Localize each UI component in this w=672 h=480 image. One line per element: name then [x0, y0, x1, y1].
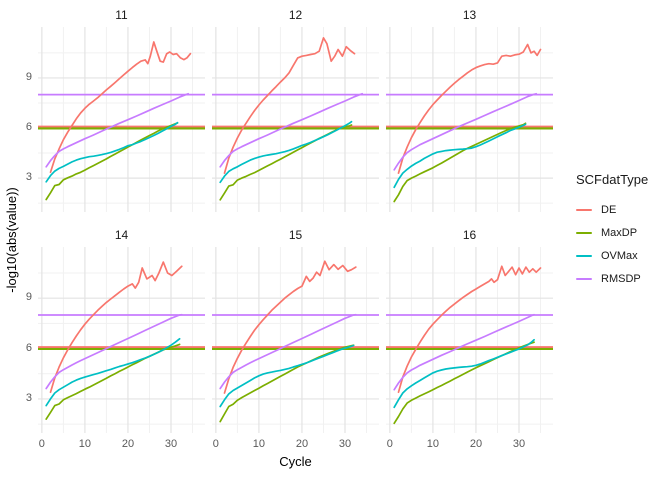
series-line-de	[397, 265, 542, 394]
facet-panel-12	[212, 27, 379, 212]
x-tick-label: 20	[121, 438, 135, 450]
y-tick-label: 9	[25, 291, 32, 304]
series-line-maxdp	[45, 122, 179, 201]
legend-item-de: DE	[576, 198, 672, 221]
x-tick-label: 20	[295, 438, 309, 450]
x-tick-label: 10	[426, 438, 440, 450]
series-line-ovmax	[45, 337, 181, 407]
legend-key-line-rmsdp	[576, 277, 592, 280]
legend-item-rmsdp: RMSDP	[576, 267, 672, 290]
facet-panel-11	[38, 27, 205, 212]
series-line-maxdp	[219, 344, 355, 423]
x-tick-label: 30	[512, 438, 526, 450]
facet-panel-14	[38, 247, 205, 433]
legend-item-ovmax: OVMax	[576, 244, 672, 267]
facet-label-11: 11	[115, 8, 128, 22]
series-line-ovmax	[393, 123, 527, 189]
legend-key-line-de	[576, 208, 592, 211]
x-tick-label: 0	[212, 438, 219, 450]
legend-key-line-maxdp	[576, 231, 592, 234]
series-line-de	[397, 43, 542, 174]
legend-label-de: DE	[601, 203, 617, 216]
facet-label-16: 16	[462, 228, 477, 242]
series-line-maxdp	[45, 343, 181, 420]
series-line-ovmax	[219, 120, 353, 184]
x-tick-label: 10	[252, 438, 266, 450]
series-line-de	[49, 261, 183, 394]
facet-label-14: 14	[114, 228, 129, 242]
series-line-de	[49, 41, 192, 174]
series-line-rmsdp	[219, 92, 364, 168]
series-line-ovmax	[45, 121, 179, 183]
series-line-de	[223, 37, 356, 174]
facet-label-13: 13	[462, 8, 477, 22]
y-axis-title: -log10(abs(value))	[4, 187, 19, 293]
facet-label-15: 15	[288, 228, 303, 242]
legend-item-maxdp: MaxDP	[576, 221, 672, 244]
legend-title: SCFdatType	[576, 172, 649, 187]
series-line-ovmax	[219, 344, 355, 408]
legend-key-line-ovmax	[576, 254, 592, 257]
facet-panel-15	[212, 247, 379, 433]
series-line-rmsdp	[219, 313, 357, 390]
x-tick-label: 0	[386, 438, 393, 450]
x-tick-label: 0	[38, 438, 45, 450]
series-line-rmsdp	[45, 313, 183, 390]
y-tick-label: 6	[25, 121, 32, 133]
legend-label-ovmax: OVMax	[601, 249, 638, 262]
legend: SCFdatType DE MaxDP OVMax RMSDP	[576, 172, 672, 290]
y-tick-label: 3	[25, 391, 32, 404]
y-tick-label: 6	[25, 341, 32, 354]
y-tick-label: 3	[25, 171, 32, 184]
facet-panel-16	[386, 247, 553, 433]
y-tick-label: 9	[25, 70, 32, 83]
legend-label-maxdp: MaxDP	[601, 226, 638, 239]
facet-panel-13	[386, 27, 553, 212]
x-tick-label: 20	[469, 438, 483, 450]
legend-label-rmsdp: RMSDP	[601, 272, 641, 285]
series-line-maxdp	[219, 124, 353, 201]
x-tick-label: 10	[78, 438, 92, 450]
series-line-ovmax	[393, 338, 535, 409]
facet-label-12: 12	[288, 8, 303, 22]
series-line-rmsdp	[393, 92, 538, 171]
series-line-de	[223, 260, 357, 394]
x-axis-title: Cycle	[279, 454, 312, 469]
series-line-rmsdp	[393, 313, 535, 391]
x-tick-label: 30	[338, 438, 352, 450]
series-line-maxdp	[393, 122, 527, 203]
series-line-rmsdp	[45, 92, 190, 168]
x-tick-label: 30	[164, 438, 178, 450]
